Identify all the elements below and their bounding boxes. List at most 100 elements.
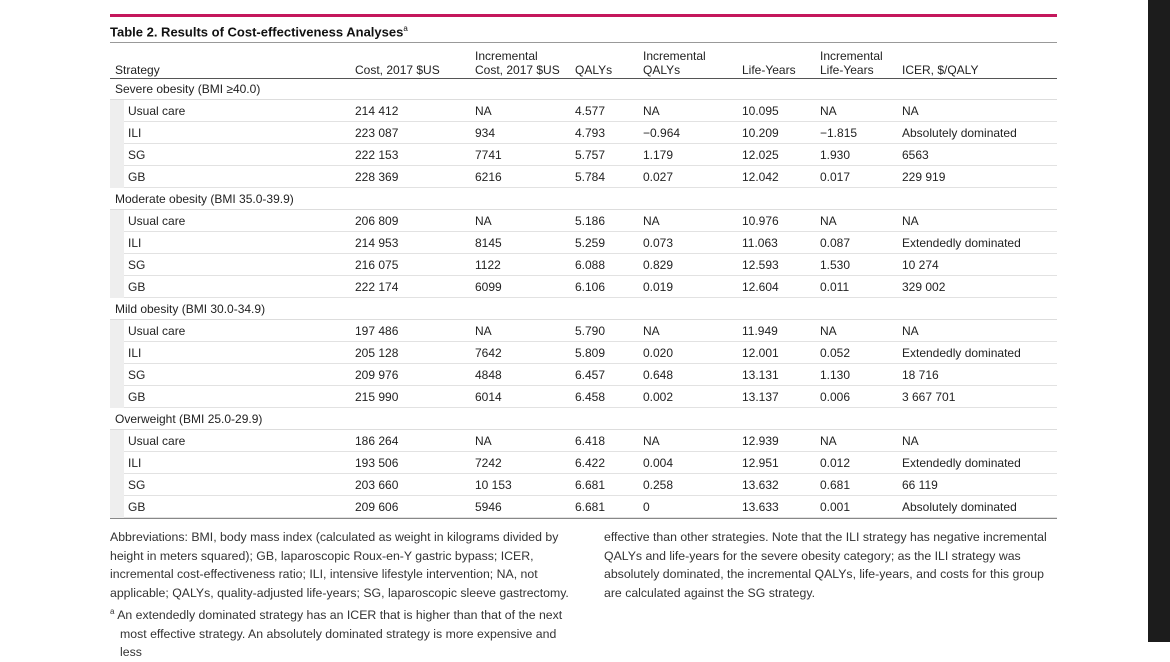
table-cell: NA [820,434,837,448]
row-indent-shade [110,386,124,408]
row-indent-shade [110,254,124,276]
row-indent-shade [110,276,124,298]
table-cell: 11.949 [742,324,778,338]
table-cell: 12.939 [742,434,779,448]
table-cell: NA [820,104,837,118]
table-cell: NA [902,324,919,338]
dark-margin [1148,0,1170,642]
table-cell: 11.063 [742,236,778,250]
table-cell: −1.815 [820,126,858,140]
row-rule [124,143,1057,144]
table-cell: 5.790 [575,324,606,338]
strategy-cell: ILI [128,126,142,140]
row-indent-shade [110,430,124,452]
table-cell: Absolutely dominated [902,126,1017,140]
row-indent-shade [110,320,124,342]
table-cell: NA [475,214,492,228]
column-header: Cost, 2017 $US [355,63,440,77]
column-header: ICER, $/QALY [902,63,979,77]
table-cell: 13.137 [742,390,779,404]
table-cell: 0.006 [820,390,851,404]
strategy-cell: GB [128,500,146,514]
header-bottom-rule [110,78,1057,79]
table-cell: 329 002 [902,280,946,294]
row-rule [124,165,1057,166]
table-cell: 186 264 [355,434,399,448]
table-cell: NA [475,434,492,448]
table-cell: 7741 [475,148,502,162]
row-rule [124,341,1057,342]
table-cell: 5.186 [575,214,606,228]
table-cell: Extendedly dominated [902,236,1021,250]
strategy-cell: ILI [128,456,142,470]
table-cell: 6.458 [575,390,606,404]
table-cell: NA [643,434,660,448]
table-cell: 0.027 [643,170,674,184]
table-cell: 10.976 [742,214,779,228]
title-text: Table 2. Results of Cost-effectiveness A… [110,24,404,40]
row-indent-shade [110,100,124,122]
row-rule [124,407,1057,408]
row-indent-shade [110,364,124,386]
table-cell: 6.418 [575,434,606,448]
table-cell: 209 976 [355,368,399,382]
table-cell: 0.087 [820,236,851,250]
table-cell: 0.017 [820,170,851,184]
table-cell: 4.793 [575,126,606,140]
group-label: Severe obesity (BMI ≥40.0) [115,82,261,96]
table-cell: NA [820,214,837,228]
table-cell: 10.095 [742,104,779,118]
column-header: Strategy [115,63,160,77]
row-rule [124,187,1057,188]
table-cell: 13.633 [742,500,779,514]
table-cell: 216 075 [355,258,399,272]
strategy-cell: Usual care [128,434,186,448]
row-rule [110,429,1057,430]
table-cell: 1.179 [643,148,674,162]
table-cell: 215 990 [355,390,399,404]
table-cell: 229 919 [902,170,946,184]
strategy-cell: Usual care [128,104,186,118]
abbreviations: Abbreviations: BMI, body mass index (cal… [110,530,569,600]
column-header: Life-Years [742,63,796,77]
row-indent-shade [110,210,124,232]
row-indent-shade [110,122,124,144]
row-indent-shade [110,166,124,188]
accent-rule [110,14,1057,17]
strategy-cell: Usual care [128,324,186,338]
table-cell: 214 953 [355,236,399,250]
table-cell: 10 153 [475,478,512,492]
table-cell: 7242 [475,456,502,470]
table-cell: 934 [475,126,496,140]
table-cell: NA [643,324,660,338]
table-cell: NA [643,104,660,118]
page: Table 2. Results of Cost-effectiveness A… [110,0,1170,659]
table-cell: 8145 [475,236,502,250]
group-label: Mild obesity (BMI 30.0-34.9) [115,302,266,316]
table-cell: NA [820,324,837,338]
table-cell: 209 606 [355,500,399,514]
table-cell: 10.209 [742,126,779,140]
table-title: Table 2. Results of Cost-effectiveness A… [110,21,408,40]
table-cell: 12.001 [742,346,779,360]
column-header: Incremental QALYs [643,49,706,77]
table-cell: 0.011 [820,280,850,294]
table-cell: 205 128 [355,346,399,360]
table-cell: 12.025 [742,148,779,162]
footnote-marker: a [110,607,115,616]
table-cell: 228 369 [355,170,399,184]
row-indent-shade [110,144,124,166]
table-cell: 0.004 [643,456,674,470]
table-cell: 12.042 [742,170,779,184]
table-cell: −0.964 [643,126,681,140]
row-rule [110,319,1057,320]
table-cell: 0.681 [820,478,851,492]
strategy-cell: SG [128,258,146,272]
table-cell: 6.681 [575,500,606,514]
strategy-cell: SG [128,148,146,162]
row-indent-shade [110,342,124,364]
table-cell: Extendedly dominated [902,346,1021,360]
table-cell: 0 [643,500,650,514]
row-rule [124,121,1057,122]
row-rule [124,517,1057,518]
